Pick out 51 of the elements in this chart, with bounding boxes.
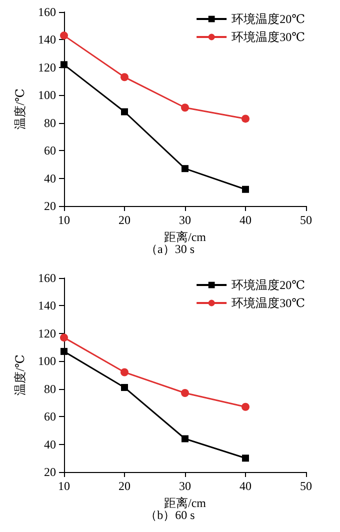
text: （a）30 s (146, 242, 195, 256)
y-tick-label: 80 (44, 382, 56, 396)
y-tick-label: 60 (44, 144, 56, 158)
y-tick-label: 140 (38, 32, 56, 47)
point (182, 435, 188, 442)
y-tick-label: 40 (44, 437, 56, 452)
legend-label: 环境温度30℃ (232, 30, 306, 44)
point (60, 32, 68, 40)
x-tick-label: 40 (240, 479, 252, 493)
legend-label: 环境温度20℃ (232, 12, 306, 26)
y-tick-label: 100 (38, 354, 56, 368)
point (242, 402, 250, 411)
x-tick-label: 10 (58, 213, 70, 227)
point (60, 334, 68, 342)
y-tick-label: 20 (44, 465, 56, 479)
point (121, 384, 128, 391)
point (242, 454, 249, 462)
x-tick-label: 20 (118, 213, 130, 227)
x-tick-label: 40 (240, 213, 252, 227)
y-axis-title: 温度/℃ (13, 88, 27, 130)
point (120, 368, 128, 376)
y-tick-label: 160 (38, 271, 56, 285)
point (120, 73, 128, 82)
y-tick-label: 160 (38, 5, 56, 19)
x-axis-title: 距离/cm (164, 230, 207, 244)
text: （b）60 s (145, 508, 196, 522)
legend-label: 环境温度30℃ (232, 296, 306, 310)
legend-label: 环境温度20℃ (232, 278, 306, 292)
x-axis-title: 距离/cm (164, 496, 207, 510)
point (121, 108, 128, 116)
y-tick-label: 40 (44, 171, 56, 186)
x-tick-label: 10 (58, 479, 70, 493)
y-tick-label: 120 (38, 326, 56, 340)
x-tick-label: 20 (118, 479, 130, 493)
y-tick-label: 140 (38, 298, 56, 313)
x-tick-label: 50 (300, 479, 312, 493)
x-tick-label: 30 (179, 213, 191, 227)
y-axis-title: 温度/℃ (13, 354, 27, 396)
y-tick-label: 120 (38, 60, 56, 74)
point (242, 114, 250, 123)
point (182, 165, 188, 172)
y-tick-label: 100 (38, 88, 56, 102)
y-tick-label: 80 (44, 116, 56, 130)
point (60, 348, 68, 355)
x-tick-label: 30 (179, 479, 191, 493)
point (181, 389, 189, 398)
x-tick-label: 50 (300, 213, 312, 227)
point (242, 186, 249, 193)
y-tick-label: 20 (44, 199, 56, 213)
point (181, 104, 189, 112)
y-tick-label: 60 (44, 410, 56, 424)
